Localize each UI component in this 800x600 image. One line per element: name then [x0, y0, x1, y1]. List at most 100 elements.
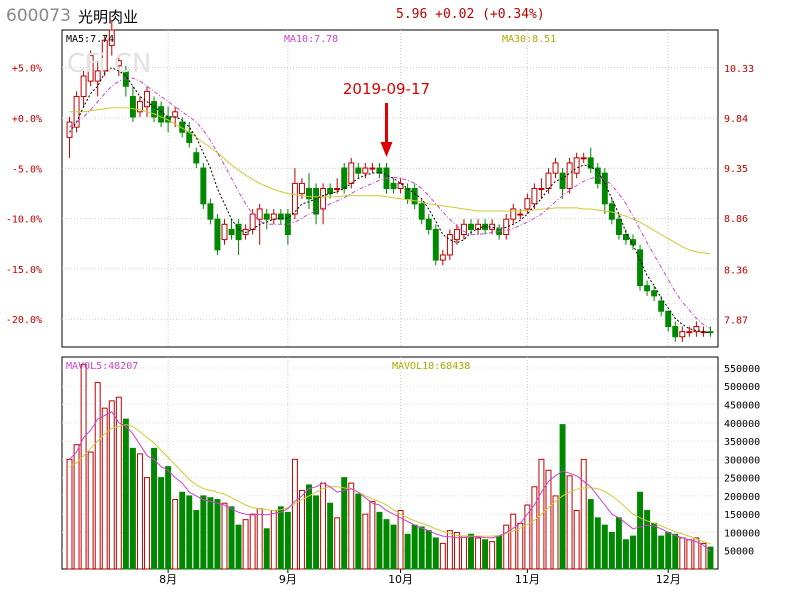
volume-bar	[622, 539, 629, 570]
volume-bar	[432, 537, 439, 570]
candle-body	[524, 198, 531, 210]
candle-body	[545, 172, 552, 189]
candle-body	[496, 228, 503, 236]
volume-panel-frame	[61, 356, 719, 570]
x-tick-label: 11月	[515, 573, 540, 586]
mavol5-line	[69, 411, 711, 552]
price-quote: 5.96 +0.02 (+0.34%)	[396, 7, 545, 22]
candle-body	[334, 188, 341, 190]
stock-name: 光明肉业	[78, 8, 139, 26]
volume-bar	[651, 522, 658, 570]
candle-body	[129, 95, 136, 118]
volume-bar	[158, 477, 165, 570]
volume-bar	[122, 418, 129, 570]
volume-bar	[242, 519, 249, 570]
volume-tick-label: 50000	[724, 547, 754, 558]
volume-bar	[489, 541, 496, 570]
candle-body	[172, 111, 179, 118]
volume-bar	[341, 477, 348, 570]
price-panel-frame	[61, 29, 719, 348]
volume-tick-label: 100000	[724, 528, 760, 539]
volume-bar	[207, 497, 214, 570]
volume-bar	[334, 517, 341, 570]
volume-bar	[552, 495, 559, 570]
legend-ma5: MA5:7.74	[66, 34, 114, 45]
volume-tick-label: 150000	[724, 510, 760, 521]
volume-bar	[686, 539, 693, 570]
volume-bar	[291, 458, 298, 570]
candle-body	[665, 310, 672, 328]
volume-bar	[573, 510, 580, 570]
mavol10-line	[69, 424, 711, 545]
volume-bar	[277, 506, 284, 570]
candle-body	[376, 167, 383, 174]
candle-body	[313, 188, 320, 215]
volume-bar	[348, 482, 355, 570]
legend-ma30: MA30:8.51	[502, 34, 556, 45]
candle-body	[369, 167, 376, 170]
volume-bar	[263, 528, 270, 570]
volume-bar	[165, 466, 172, 570]
volume-bar	[383, 519, 390, 570]
price-left-tick-label: +0.0%	[12, 114, 42, 125]
volume-bar	[630, 535, 636, 570]
candle-body	[256, 208, 263, 220]
volume-bar	[136, 453, 143, 570]
price-right-tick-label: 7.87	[724, 315, 748, 326]
price-left-tick-label: -10.0%	[6, 215, 42, 226]
volume-bar	[327, 502, 334, 570]
volume-bar	[144, 477, 150, 570]
volume-bar	[566, 475, 573, 570]
candle-body	[214, 218, 221, 251]
volume-bar	[475, 537, 482, 570]
volume-bar	[221, 502, 228, 570]
volume-bar	[601, 524, 608, 570]
volume-bar	[172, 499, 179, 570]
candle-body	[468, 223, 474, 230]
volume-bar	[397, 510, 404, 570]
volume-bar	[446, 530, 453, 570]
volume-bar	[644, 510, 651, 570]
candle-body	[390, 182, 397, 190]
ma30-line	[69, 107, 711, 255]
candle-body	[418, 203, 425, 220]
volume-bar	[482, 539, 489, 570]
volume-bar	[658, 535, 665, 570]
candle-body	[686, 331, 693, 334]
volume-bar	[306, 484, 312, 570]
volume-tick-label: 450000	[724, 401, 760, 412]
candle-body	[651, 290, 658, 297]
candle-body	[453, 228, 460, 241]
candle-body	[538, 188, 545, 190]
candle-body	[200, 167, 207, 205]
candle-body	[158, 106, 165, 123]
volume-bar	[214, 499, 221, 570]
candle-body	[439, 254, 446, 261]
volume-bar	[411, 524, 418, 570]
volume-bar	[108, 400, 115, 570]
price-left-tick-label: +5.0%	[12, 64, 42, 75]
ma5-line	[69, 67, 711, 334]
volume-bar	[73, 444, 80, 570]
price-right-tick-label: 8.86	[724, 214, 748, 225]
candle-body	[475, 223, 482, 230]
volume-bar	[679, 537, 686, 570]
annotation-date: 2019-09-17	[343, 80, 430, 98]
candle-body	[291, 182, 298, 215]
volume-tick-label: 250000	[724, 474, 760, 485]
volume-bar	[362, 513, 369, 570]
volume-bar	[587, 499, 594, 570]
volume-bar	[707, 546, 714, 570]
volume-bar	[376, 511, 383, 570]
candle-body	[615, 218, 622, 236]
volume-bar	[80, 363, 87, 570]
volume-bar	[355, 493, 362, 570]
volume-bar	[531, 486, 538, 570]
volume-bar	[249, 513, 256, 570]
volume-bar	[517, 522, 524, 570]
candle-body	[510, 208, 517, 220]
candle-body	[503, 218, 510, 236]
candle-body	[425, 218, 432, 230]
candle-body	[207, 203, 214, 220]
price-left-tick-label: -5.0%	[12, 164, 42, 175]
